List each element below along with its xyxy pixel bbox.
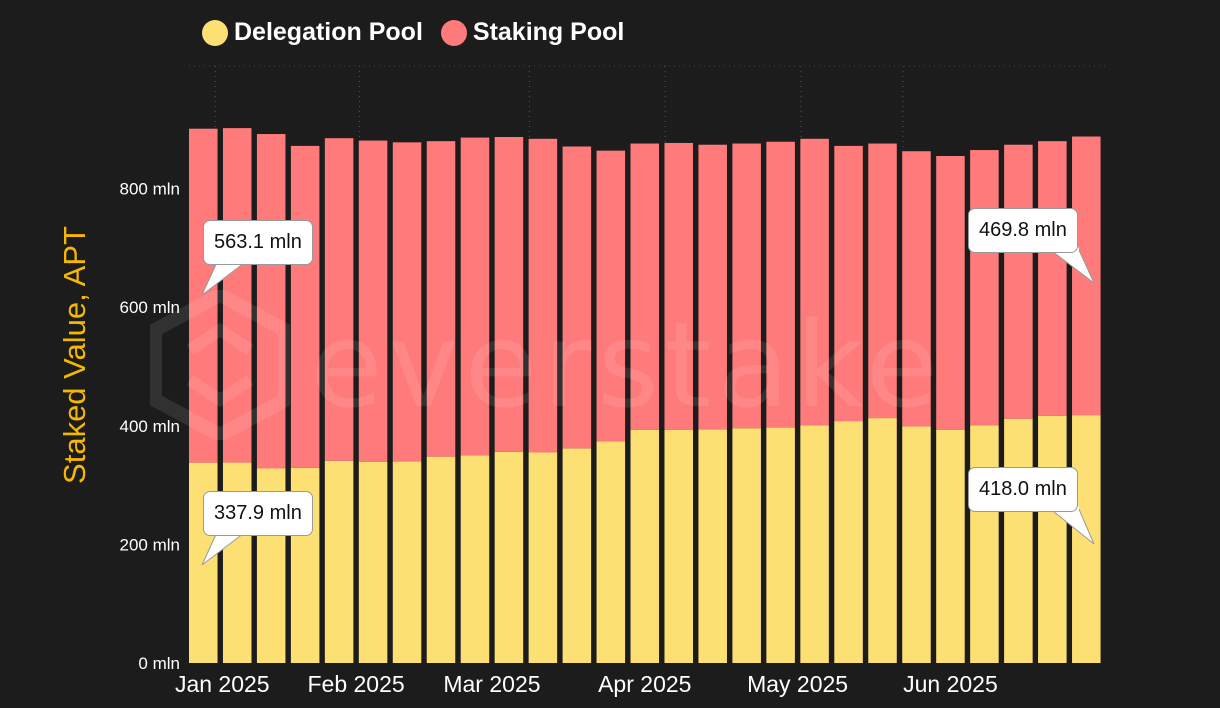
bar-staking[interactable] [358,140,388,462]
legend-label-delegation: Delegation Pool [234,18,423,46]
bar-delegation[interactable] [562,448,592,663]
bar-staking[interactable] [936,155,965,430]
bar-delegation[interactable] [596,441,626,663]
bar-delegation[interactable] [630,429,660,663]
bar-staking[interactable] [698,144,727,430]
callout-first-delegation: 337.9 mln [203,491,313,536]
bar-staking[interactable] [1038,141,1067,416]
bar-staking[interactable] [800,138,829,426]
bar-staking[interactable] [290,145,320,468]
bar-staking[interactable] [970,150,999,426]
bar-delegation[interactable] [732,428,761,663]
bar-delegation[interactable] [1004,418,1033,663]
legend: Delegation Pool Staking Pool [202,18,624,47]
bar-staking[interactable] [766,141,795,428]
bar-staking[interactable] [834,145,863,422]
callout-first-staking: 563.1 mln [203,220,313,265]
legend-item-delegation[interactable]: Delegation Pool [202,18,423,47]
bar-delegation[interactable] [1072,415,1101,663]
bar-delegation[interactable] [358,461,388,663]
bar-staking[interactable] [732,143,761,429]
legend-label-staking: Staking Pool [472,18,625,46]
x-tick-label: Feb 2025 [307,671,404,697]
bar-delegation[interactable] [970,425,999,663]
bar-staking[interactable] [189,128,218,463]
bar-staking[interactable] [562,146,592,449]
bar-staking[interactable] [460,137,490,456]
x-tick-label: May 2025 [747,671,848,697]
bar-delegation[interactable] [392,461,422,663]
y-axis-title: Staked Value, APT [57,226,92,484]
bar-staking[interactable] [596,150,626,442]
bar-staking[interactable] [664,142,694,430]
bar-delegation[interactable] [800,425,829,663]
bar-delegation[interactable] [528,452,558,663]
bar-staking[interactable] [528,138,558,453]
bar-staking[interactable] [1004,144,1033,419]
bar-staking[interactable] [392,142,422,462]
bar-delegation[interactable] [494,451,524,663]
bar-staking[interactable] [256,134,286,469]
bar-staking[interactable] [630,143,660,430]
bar-delegation[interactable] [426,456,456,663]
bar-delegation[interactable] [834,421,863,663]
x-tick-label: Jan 2025 [175,671,270,697]
y-tick-label: 0 mln [138,654,180,673]
y-tick-label: 200 mln [120,535,180,554]
x-tick-label: Jun 2025 [903,671,998,697]
y-tick-label: 400 mln [120,417,180,436]
callout-last-delegation: 418.0 mln [968,467,1078,512]
bar-staking[interactable] [494,137,524,452]
bar-delegation[interactable] [766,427,795,663]
bar-delegation[interactable] [868,418,897,663]
bar-delegation[interactable] [460,455,490,663]
bar-delegation[interactable] [936,429,965,663]
bar-staking[interactable] [868,143,897,419]
bar-staking[interactable] [324,138,354,461]
y-tick-label: 800 mln [120,180,180,199]
bar-delegation[interactable] [664,429,694,663]
bar-staking[interactable] [426,141,456,457]
legend-swatch-delegation [202,19,228,46]
x-tick-label: Mar 2025 [443,671,540,697]
x-tick-label: Apr 2025 [598,671,691,697]
bar-delegation[interactable] [698,429,727,663]
legend-swatch-staking [440,19,467,46]
bar-delegation[interactable] [902,426,931,663]
bar-delegation[interactable] [1038,415,1067,663]
bar-staking[interactable] [222,128,252,463]
callout-last-staking: 469.8 mln [968,208,1078,253]
bar-delegation[interactable] [324,460,354,663]
legend-item-staking[interactable]: Staking Pool [440,18,625,47]
bar-staking[interactable] [902,151,931,427]
y-tick-label: 600 mln [120,298,180,317]
